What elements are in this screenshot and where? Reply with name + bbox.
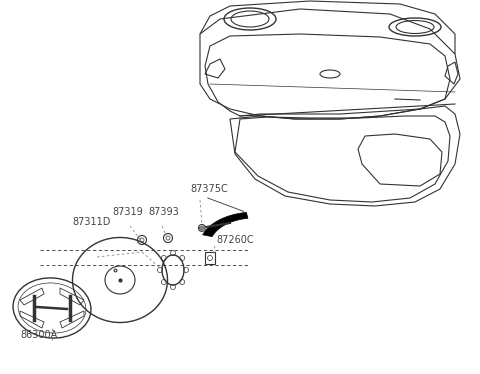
Text: 87311D: 87311D [72, 217, 110, 227]
Text: 86300A: 86300A [20, 330, 57, 340]
Text: 87319: 87319 [112, 207, 143, 217]
Text: 87393: 87393 [148, 207, 179, 217]
Text: 87260C: 87260C [216, 235, 253, 245]
Polygon shape [203, 212, 248, 237]
Text: 87375C: 87375C [190, 184, 228, 194]
